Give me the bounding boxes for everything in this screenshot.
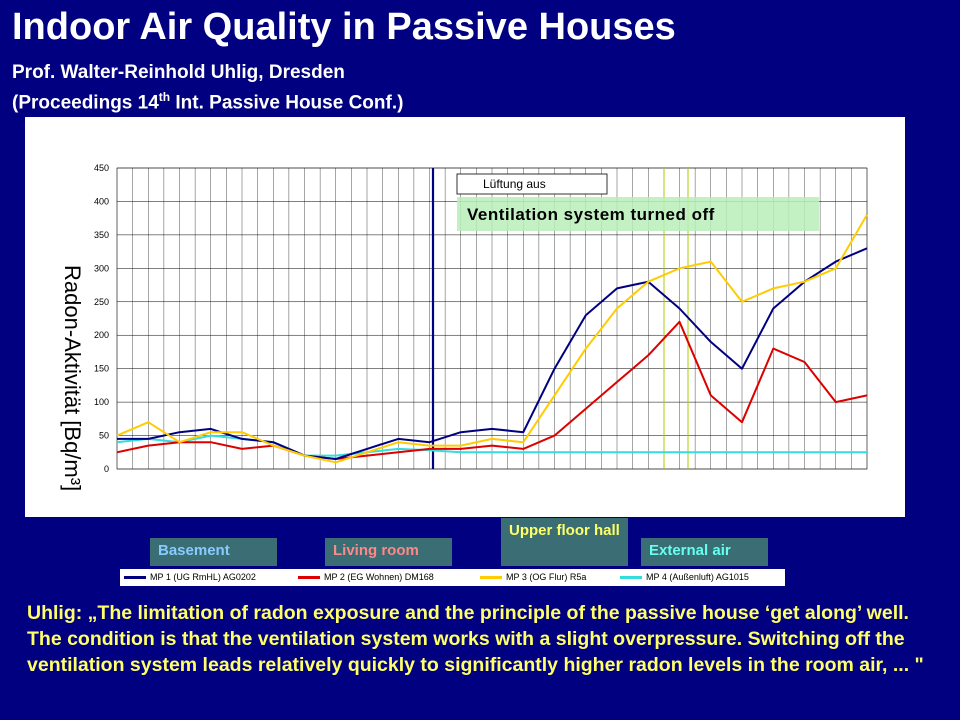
y-tick-label: 50 xyxy=(99,431,109,441)
y-tick-label: 450 xyxy=(94,163,109,173)
page-title: Indoor Air Quality in Passive Houses xyxy=(12,6,676,48)
y-tick-label: 200 xyxy=(94,330,109,340)
y-tick-label: 400 xyxy=(94,196,109,206)
legend-item-mp2: MP 2 (EG Wohnen) DM168 xyxy=(298,572,434,582)
y-axis-label-box: Radon-Aktivität [Bq/m³] xyxy=(60,265,85,491)
tag-external: External air xyxy=(641,538,768,566)
author-line: Prof. Walter-Reinhold Uhlig, Dresden xyxy=(12,62,345,83)
proceedings-sup: th xyxy=(158,90,171,104)
tag-living-room: Living room xyxy=(325,538,452,566)
annotation-en-box xyxy=(457,197,819,231)
legend-label-mp3: MP 3 (OG Flur) R5a xyxy=(506,572,587,582)
series-line-mp1 xyxy=(117,247,868,460)
legend-label-mp1: MP 1 (UG RmHL) AG0202 xyxy=(150,572,256,582)
legend-label-mp4: MP 4 (Außenluft) AG1015 xyxy=(646,572,749,582)
legend-swatch-mp1 xyxy=(124,576,146,580)
y-axis-label: Radon-Aktivität [Bq/m³] xyxy=(60,265,85,491)
y-tick-label: 100 xyxy=(94,397,109,407)
legend-swatch-mp4 xyxy=(620,576,642,580)
chart-area: 0 50 100 150 200 250 300 350 400 450 Lüftung aus … xyxy=(25,117,905,517)
y-tick-label: 300 xyxy=(94,263,109,273)
legend-item-mp1: MP 1 (UG RmHL) AG0202 xyxy=(124,572,256,582)
tag-upper-floor: Upper floor hall xyxy=(501,518,628,566)
legend-swatch-mp3 xyxy=(480,576,502,580)
proceedings-prefix: (Proceedings 14 xyxy=(12,92,159,114)
annotation-de: Lüftung aus xyxy=(483,177,546,191)
annotation-de-box xyxy=(456,173,608,195)
y-tick-label: 150 xyxy=(94,364,109,374)
quote-text: Uhlig: „The limitation of radon exposure… xyxy=(27,602,924,676)
y-tick-label: 250 xyxy=(94,297,109,307)
series-line-mp3 xyxy=(116,214,868,464)
y-tick-label: 0 xyxy=(104,464,109,474)
legend-item-mp3: MP 3 (OG Flur) R5a xyxy=(480,572,586,582)
annotation-en: Ventilation system turned off xyxy=(467,205,715,224)
proceedings-line: (Proceedings 14th Int. Passive House Con… xyxy=(12,90,403,114)
legend-item-mp4: MP 4 (Außenluft) AG1015 xyxy=(620,572,749,582)
chart-legend: MP 1 (UG RmHL) AG0202 MP 2 (EG Wohnen) D… xyxy=(120,569,785,586)
legend-swatch-mp2 xyxy=(298,576,320,580)
tag-basement: Basement xyxy=(150,538,277,566)
series-line-mp2 xyxy=(116,320,868,460)
y-tick-label: 350 xyxy=(94,230,109,240)
legend-label-mp2: MP 2 (EG Wohnen) DM168 xyxy=(324,572,434,582)
proceedings-suffix: Int. Passive House Conf.) xyxy=(170,92,404,114)
